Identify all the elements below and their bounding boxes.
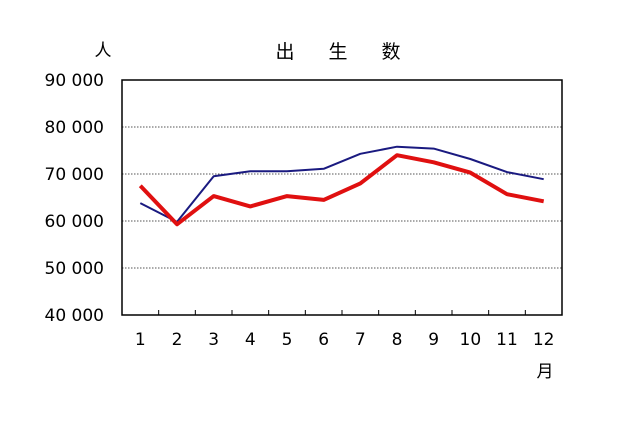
grid-lines (122, 126, 562, 269)
series-lines (138, 145, 545, 227)
plot-area-frame (121, 79, 563, 316)
x-tick-label: 8 (392, 330, 403, 350)
x-axis-unit-label: 月 (537, 362, 554, 382)
y-tick-label: 90 000 (45, 71, 104, 91)
x-tick-label: 4 (245, 330, 256, 350)
x-tick-label: 11 (496, 330, 518, 350)
y-tick-label: 60 000 (45, 212, 104, 232)
y-axis-ticks: 90 000 80 000 70 000 60 000 50 000 40 000 (45, 71, 104, 326)
y-tick-label: 70 000 (45, 165, 104, 185)
x-tick-label: 6 (318, 330, 329, 350)
x-tick-label: 12 (533, 330, 555, 350)
series-line-1 (139, 145, 544, 223)
x-tick-label: 3 (208, 330, 219, 350)
y-axis-unit-label: 人 (95, 41, 112, 61)
chart-title: 出 生 数 (275, 41, 414, 63)
y-tick-label: 50 000 (45, 259, 104, 279)
x-tick-label: 7 (355, 330, 366, 350)
x-axis-ticks: 1 2 3 4 5 6 7 8 9 10 11 12 (135, 310, 555, 350)
series-line-2 (138, 153, 545, 227)
x-tick-label: 1 (135, 330, 146, 350)
x-tick-label: 9 (428, 330, 439, 350)
y-tick-label: 80 000 (45, 118, 104, 138)
x-tick-label: 2 (172, 330, 183, 350)
x-tick-label: 5 (282, 330, 293, 350)
x-tick-label: 10 (460, 330, 482, 350)
y-tick-label: 40 000 (45, 306, 104, 326)
